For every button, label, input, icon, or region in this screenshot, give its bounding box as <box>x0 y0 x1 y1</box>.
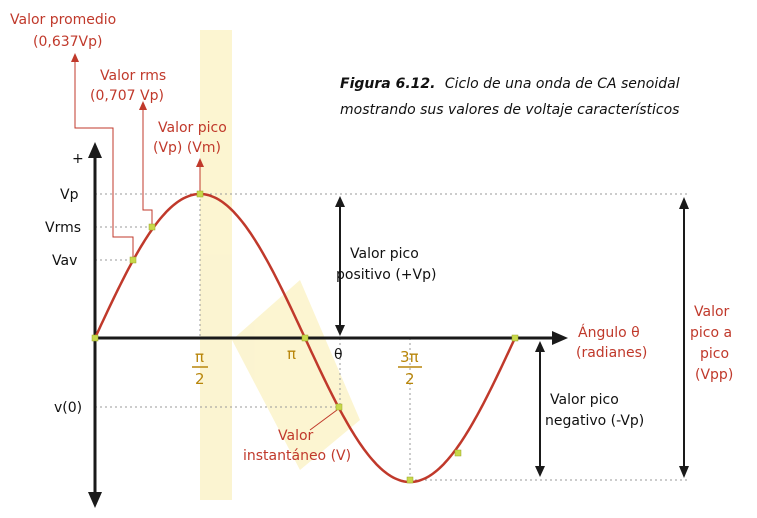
y-axis-up-arrow <box>88 142 102 158</box>
leader-promedio-arrowhead <box>71 53 79 62</box>
watermark-bar-vertical <box>200 30 232 500</box>
promedio-label-line2: (0,637Vp) <box>33 34 102 50</box>
y-label-vrms: Vrms <box>45 220 81 236</box>
measure-arrowheads <box>335 196 689 478</box>
y-label-vp: Vp <box>60 187 79 203</box>
figure-caption-text: Ciclo de una onda de CA senoidal <box>445 76 680 92</box>
y-label-v0: v(0) <box>54 400 82 416</box>
promedio-label-line1: Valor promedio <box>10 12 116 28</box>
figure-caption-line2: mostrando sus valores de voltaje caracte… <box>340 102 679 118</box>
x-label-3pi-half-num: 3π <box>400 348 419 366</box>
watermark <box>200 30 360 500</box>
leader-arrowheads <box>71 53 204 167</box>
x-label-pi: π <box>287 345 296 363</box>
marker-vrms <box>148 223 156 231</box>
x-label-pi-half-den: 2 <box>195 370 205 388</box>
marker-vp <box>196 190 204 198</box>
x-label-theta: θ <box>334 347 343 363</box>
leader-pico-arrowhead <box>196 158 204 167</box>
marker-v0 <box>335 403 343 411</box>
pos-peak-label-line2: positivo (+Vp) <box>336 267 436 283</box>
pp-arrow-top <box>679 197 689 209</box>
neg-peak-label-line2: negativo (-Vp) <box>545 413 644 429</box>
pico-label-line1: Valor pico <box>158 120 227 136</box>
instantaneo-label-line2: instantáneo (V) <box>243 448 351 464</box>
pp-label-line1: Valor <box>694 304 730 320</box>
x-axis-title-line2: (radianes) <box>576 345 647 361</box>
rms-label-line1: Valor rms <box>100 68 166 84</box>
rms-label-line2: (0,707 Vp) <box>90 88 164 104</box>
guide-lines <box>95 193 690 481</box>
pos-peak-label-line1: Valor pico <box>350 246 419 262</box>
neg-peak-label-line1: Valor pico <box>550 392 619 408</box>
y-axis-down-arrow <box>88 492 102 508</box>
axis-arrowheads <box>88 142 568 508</box>
neg-peak-arrow-top <box>535 341 545 352</box>
pp-label-line2: pico a <box>690 325 732 341</box>
figure-caption-line1: Figura 6.12. Ciclo de una onda de CA sen… <box>340 76 680 92</box>
pico-label-line2: (Vp) (Vm) <box>153 140 221 156</box>
measure-arrows <box>339 205 685 468</box>
marker-origin <box>91 334 99 342</box>
leader-rms <box>142 108 153 225</box>
pos-peak-arrow-bottom <box>335 325 345 336</box>
x-axis-arrow <box>552 331 568 345</box>
x-axis-title-line1: Ángulo θ <box>578 324 640 341</box>
leader-instantaneo <box>309 409 338 431</box>
marker-pi <box>301 334 309 342</box>
instantaneo-label-line1: Valor <box>278 428 314 444</box>
pp-label-line3: pico <box>700 346 729 362</box>
y-plus-label: + <box>72 151 84 167</box>
watermark-bar-diagonal <box>232 280 360 470</box>
marker-vav <box>129 256 137 264</box>
leader-promedio <box>74 60 134 258</box>
figure-caption-bold: Figura 6.12. <box>340 76 435 92</box>
markers <box>91 190 519 484</box>
leader-lines <box>74 60 338 431</box>
marker-neg-peak <box>406 476 414 484</box>
marker-2pi <box>511 334 519 342</box>
axes <box>93 155 555 498</box>
pp-arrow-bottom <box>679 466 689 478</box>
marker-three-quarter <box>454 449 462 457</box>
pp-label-line4: (Vpp) <box>695 367 733 383</box>
y-label-vav: Vav <box>52 253 77 269</box>
x-label-3pi-half-den: 2 <box>405 370 415 388</box>
pos-peak-arrow-top <box>335 196 345 207</box>
neg-peak-arrow-bottom <box>535 466 545 477</box>
x-label-pi-half-num: π <box>195 348 204 366</box>
leader-rms-arrowhead <box>139 101 147 110</box>
